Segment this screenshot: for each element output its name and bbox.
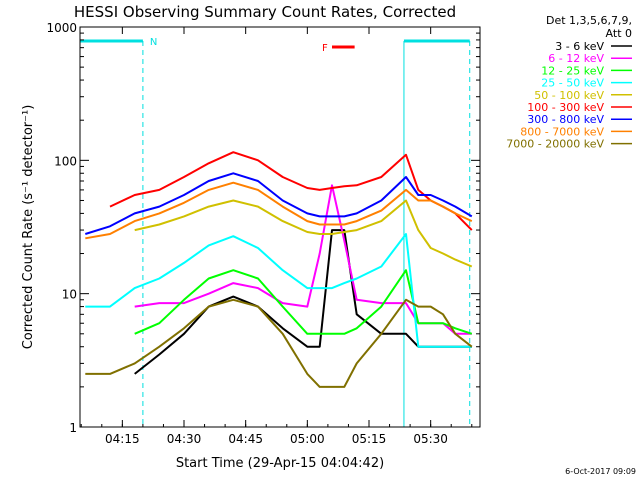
y-tick-label-3: 1000 [46,21,77,35]
y-tick-label-1: 10 [62,288,77,302]
series-line-4 [134,199,473,268]
legend-label-1: 6 - 12 keV [548,52,604,65]
series-line-5 [109,151,473,231]
chart-title: HESSI Observing Summary Count Rates, Cor… [74,3,456,21]
legend-label-4: 50 - 100 keV [534,89,604,102]
y-axis-label: Corrected Count Rate (s⁻¹ detector⁻¹) [21,105,36,350]
flare-label: F [322,43,328,54]
x-tick-label-1: 04:30 [167,432,202,446]
plot-frame [79,26,481,428]
x-axis: 04:15 04:30 04:45 05:00 05:15 05:30 [80,27,473,446]
x-tick-label-2: 04:45 [228,432,263,446]
series-line-8 [85,298,473,388]
footer-date: 6-Oct-2017 09:09 [565,467,636,476]
series-line-2 [134,269,473,335]
y-tick-label-2: 100 [54,154,77,168]
legend-label-7: 800 - 7000 keV [520,125,604,138]
legend-header-line-1: Det 1,3,5,6,7,9, [546,14,632,27]
x-tick-label-3: 05:00 [290,432,325,446]
legend-label-8: 7000 - 20000 keV [506,138,604,151]
legend-label-6: 300 - 800 keV [527,113,604,126]
y-tick-label-0: 1 [69,421,77,435]
series-line-6 [85,172,473,235]
series-line-7 [85,181,473,240]
x-axis-label: Start Time (29-Apr-15 04:04:42) [176,456,384,471]
y-axis: 1 10 100 1000 [46,21,480,435]
legend-label-5: 100 - 300 keV [527,101,604,114]
legend-label-0: 3 - 6 keV [555,40,604,53]
night-label-0: N [150,37,157,48]
series-line-3 [85,233,472,348]
x-tick-label-5: 05:30 [413,432,448,446]
x-tick-label-0: 04:15 [105,432,140,446]
plot-content: NF [80,37,473,427]
legend-header-line-2: Att 0 [606,27,632,40]
x-tick-label-4: 05:15 [352,432,387,446]
legend-label-3: 25 - 50 keV [541,77,604,90]
legend-label-2: 12 - 25 keV [541,64,604,77]
